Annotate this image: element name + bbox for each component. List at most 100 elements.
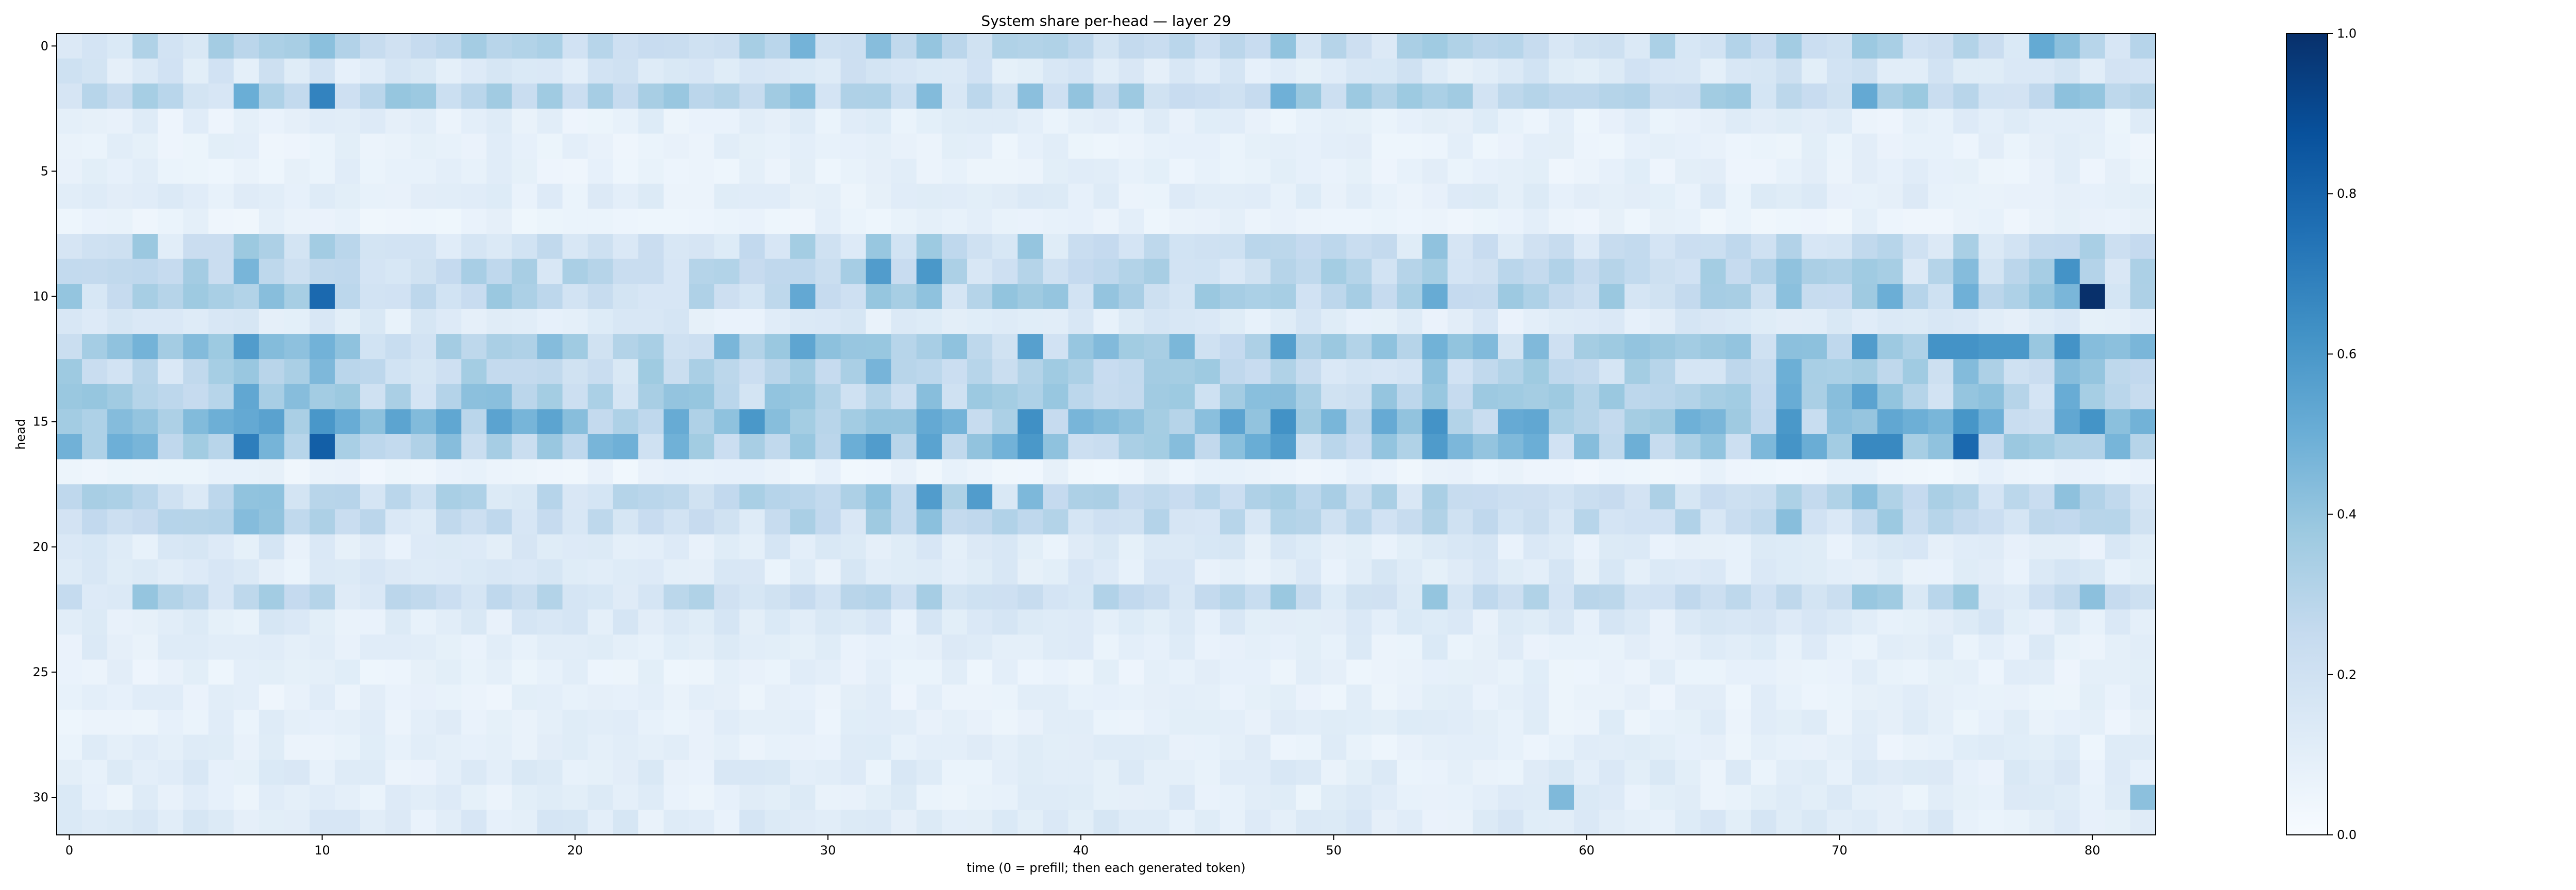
heatmap-cell [183,434,209,460]
heatmap-cell [765,559,791,585]
heatmap-cell [2105,58,2131,84]
heatmap-cell [183,334,209,360]
heatmap-cell [1018,284,1043,310]
heatmap-cell [1624,584,1650,610]
heatmap-cell [1675,760,1701,785]
heatmap-cell [1624,484,1650,510]
heatmap-cell [1624,810,1650,835]
heatmap-cell [613,659,639,685]
heatmap-cell [82,33,108,59]
heatmap-cell [1397,484,1423,510]
heatmap-cell [57,284,82,310]
heatmap-cell [1371,509,1398,535]
heatmap-cell [916,334,942,360]
heatmap-cell [1650,684,1675,710]
heatmap-cell [385,559,411,585]
heatmap-cell [284,58,310,84]
heatmap-cell [486,709,513,735]
heatmap-cell [259,609,285,635]
heatmap-cell [1776,659,1802,685]
heatmap-cell [765,609,791,635]
heatmap-cell [1219,284,1246,310]
heatmap-cell [1978,284,2005,310]
heatmap-cell [992,709,1018,735]
heatmap-cell [1903,434,1928,460]
heatmap-cell [461,659,487,685]
heatmap-cell [1068,734,1094,760]
heatmap-cell [1978,209,2005,234]
heatmap-cell [815,309,841,335]
heatmap-cell [613,384,639,409]
heatmap-cell [1068,334,1094,360]
heatmap-cell [2079,409,2106,435]
heatmap-cell [1826,259,1853,284]
heatmap-cell [1321,384,1347,409]
heatmap-cell [1270,133,1296,159]
heatmap-cell [941,659,968,685]
heatmap-cell [1877,209,1903,234]
heatmap-cell [57,434,82,460]
heatmap-cell [941,484,968,510]
heatmap-cell [537,684,563,710]
heatmap-cell [613,635,639,660]
heatmap-cell [1624,409,1650,435]
heatmap-cell [1877,183,1903,209]
heatmap-cell [1397,384,1423,409]
heatmap-cell [1068,434,1094,460]
heatmap-cell [107,409,133,435]
heatmap-cell [107,635,133,660]
heatmap-cell [891,359,917,385]
heatmap-cell [1346,334,1372,360]
heatmap-cell [1219,359,1246,385]
heatmap-cell [107,760,133,785]
heatmap-cell [941,159,968,184]
heatmap-cell [2105,309,2131,335]
heatmap-cell [840,33,867,59]
heatmap-cell [1472,559,1499,585]
heatmap-cell [1624,359,1650,385]
heatmap-cell [309,334,335,360]
heatmap-cell [1371,434,1398,460]
heatmap-cell [132,83,158,109]
heatmap-cell [107,133,133,159]
heatmap-cell [1548,534,1574,560]
heatmap-cell [208,334,234,360]
heatmap-cell [1675,384,1701,409]
heatmap-cell [1548,459,1574,485]
heatmap-cell [2105,509,2131,535]
heatmap-cell [1346,459,1372,485]
heatmap-cell [1219,133,1246,159]
heatmap-cell [1826,434,1853,460]
heatmap-cell [284,33,310,59]
heatmap-cell [992,159,1018,184]
heatmap-cell [436,209,462,234]
heatmap-cell [1852,784,1878,810]
heatmap-cell [1826,384,1853,409]
heatmap-cell [1447,709,1473,735]
heatmap-cell [992,384,1018,409]
heatmap-cell [132,359,158,385]
heatmap-cell [2079,234,2106,260]
heatmap-cell [1953,309,1979,335]
heatmap-cell [2054,259,2080,284]
heatmap-cell [461,334,487,360]
heatmap-cell [1700,334,1726,360]
heatmap-cell [436,384,462,409]
heatmap-cell [1397,83,1423,109]
heatmap-cell [1700,209,1726,234]
heatmap-cell [1093,183,1120,209]
heatmap-cell [1700,234,1726,260]
heatmap-cell [1447,33,1473,59]
heatmap-cell [1599,810,1625,835]
heatmap-cell [1801,259,1827,284]
heatmap-cell [360,133,386,159]
heatmap-cell [840,659,867,685]
heatmap-cell [1118,133,1145,159]
heatmap-cell [739,334,765,360]
heatmap-cell [2130,459,2156,485]
heatmap-cell [2130,584,2156,610]
heatmap-cell [562,534,588,560]
heatmap-cell [1978,409,2005,435]
heatmap-cell [1548,659,1574,685]
